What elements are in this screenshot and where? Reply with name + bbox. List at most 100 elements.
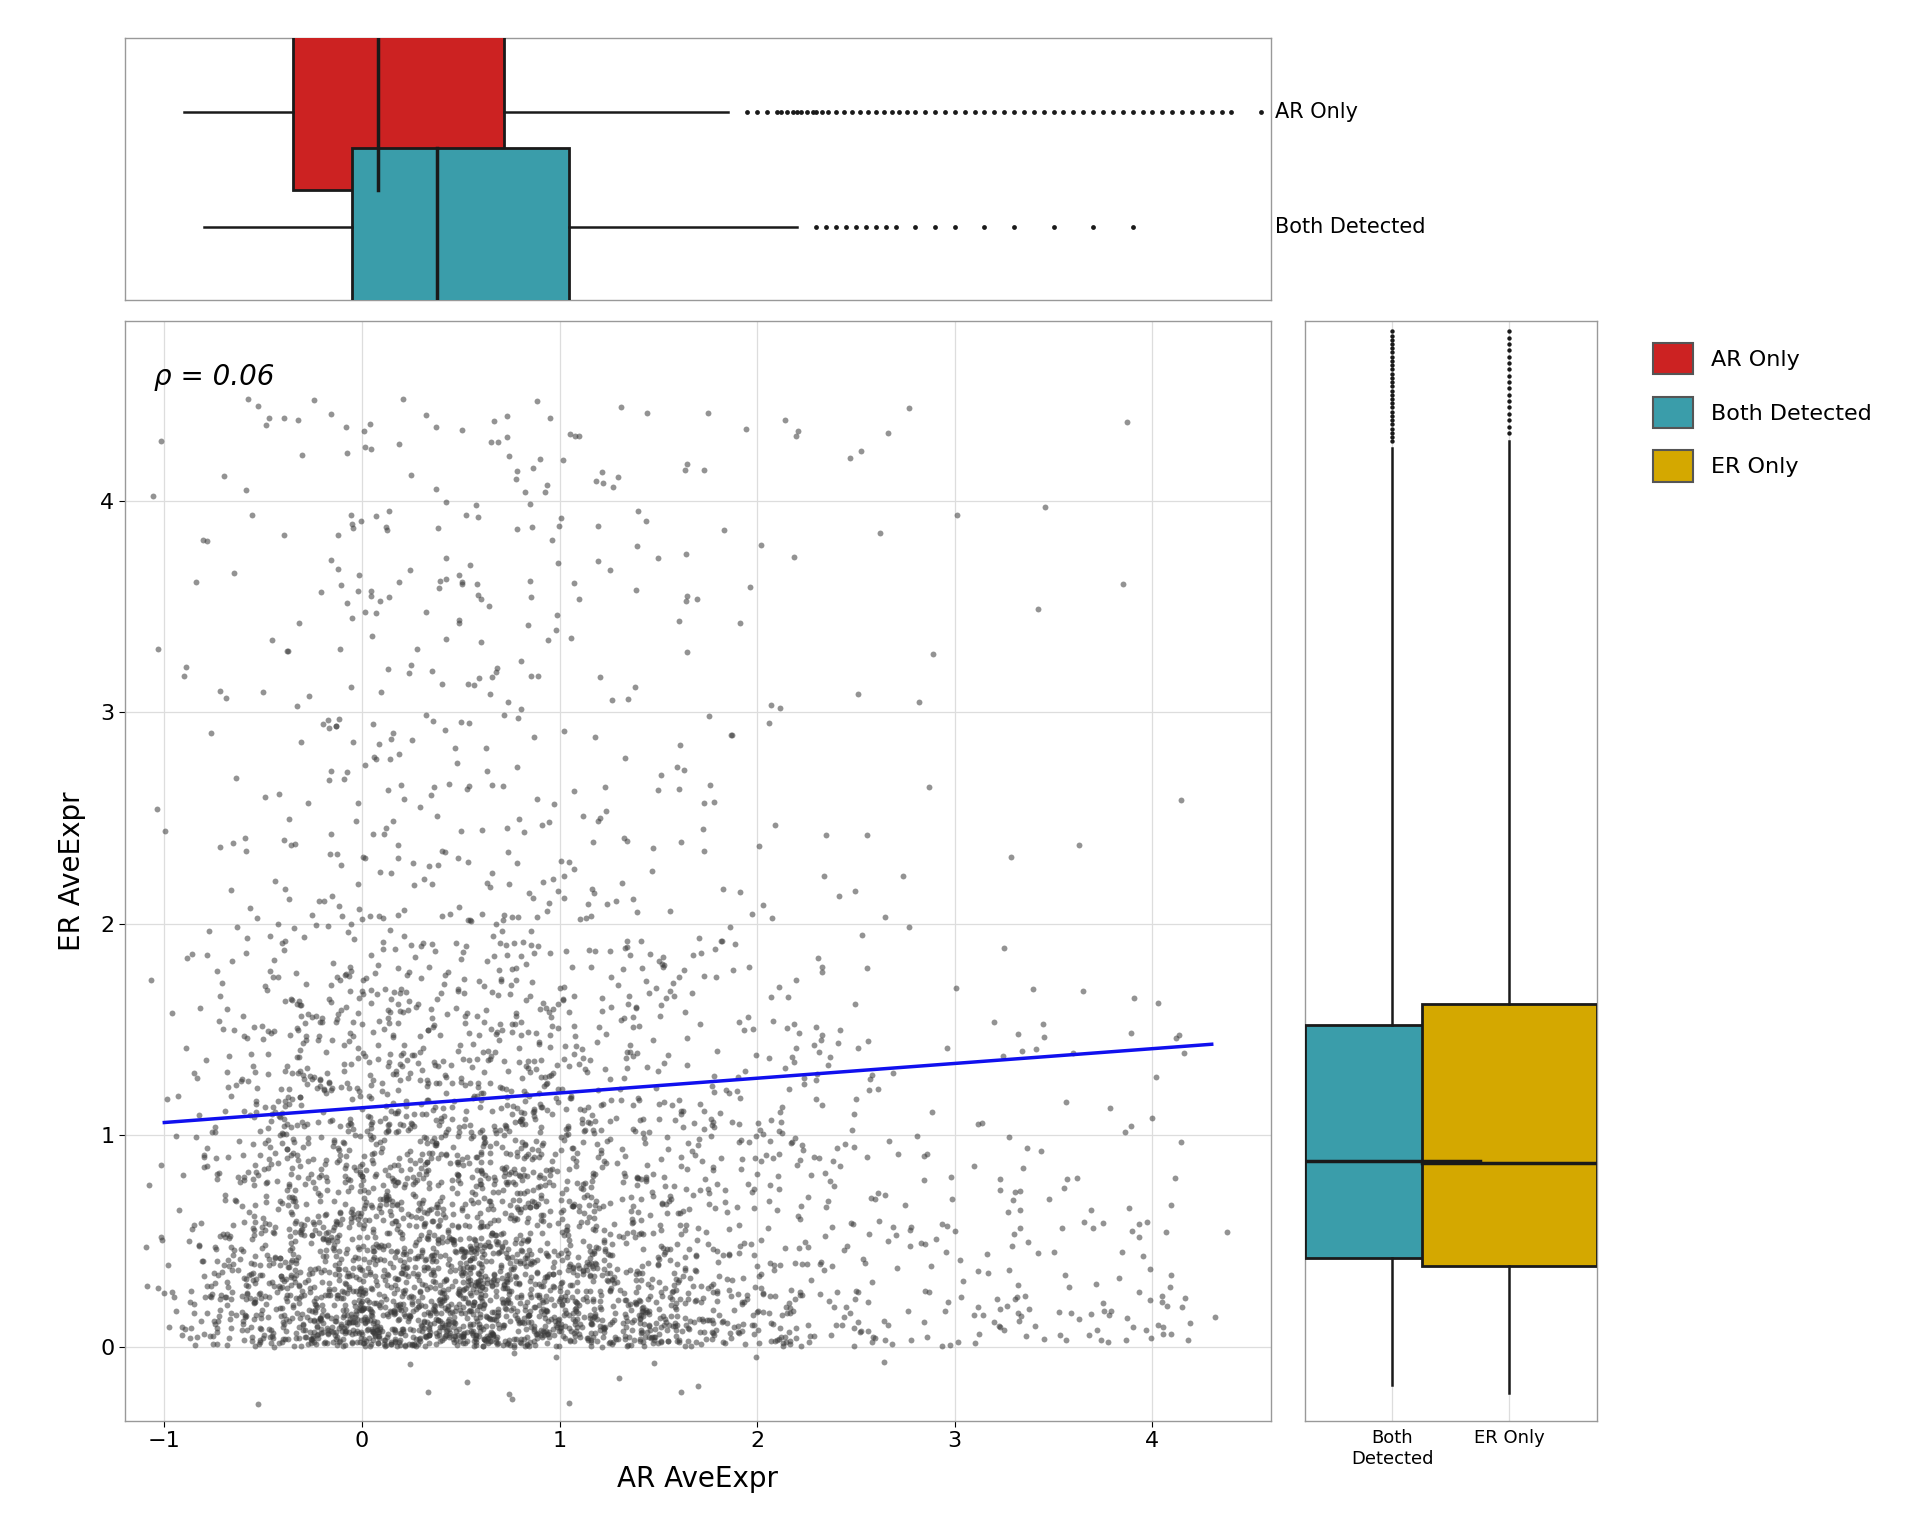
Point (303, 1309, 334, 1333)
Point (726, 1147, 756, 1172)
Point (444, 1120, 474, 1144)
Point (589, 774, 620, 799)
Point (497, 1101, 528, 1126)
Point (492, 1114, 522, 1138)
Point (440, 1312, 470, 1336)
Point (440, 736, 470, 760)
Point (472, 1038, 503, 1063)
Point (146, 429, 177, 453)
Point (1150, 1220, 1181, 1244)
Point (215, 1083, 246, 1107)
Point (378, 808, 409, 833)
Point (1117, 100, 1148, 124)
Point (394, 558, 424, 582)
Point (309, 1077, 340, 1101)
Point (578, 1103, 609, 1127)
Point (394, 1140, 424, 1164)
Point (597, 688, 628, 713)
Point (666, 829, 697, 854)
Point (486, 1135, 516, 1160)
Point (626, 1318, 657, 1342)
Point (467, 1160, 497, 1184)
Point (637, 836, 668, 860)
Point (849, 1252, 879, 1276)
Bar (292, 34, 505, 190)
Point (979, 100, 1010, 124)
Point (252, 1306, 282, 1330)
Point (1494, 421, 1524, 445)
Point (419, 1275, 449, 1299)
Point (261, 1296, 292, 1321)
Point (505, 697, 536, 722)
Point (655, 1313, 685, 1338)
Point (814, 1169, 845, 1193)
Point (192, 1273, 223, 1298)
Point (472, 1326, 503, 1350)
Point (589, 1236, 620, 1261)
Point (461, 1174, 492, 1198)
Point (758, 1258, 789, 1283)
Point (730, 1332, 760, 1356)
Point (461, 1144, 492, 1169)
Point (336, 1206, 367, 1230)
Point (620, 1292, 651, 1316)
Point (1008, 1038, 1039, 1063)
Point (394, 1284, 424, 1309)
Point (313, 1279, 344, 1304)
Point (528, 813, 559, 837)
Point (396, 1060, 426, 1084)
Point (457, 1164, 488, 1189)
Point (315, 1283, 346, 1307)
Point (353, 1316, 384, 1341)
Point (244, 1281, 275, 1306)
Point (543, 1015, 574, 1040)
Point (532, 1189, 563, 1213)
Point (384, 1068, 415, 1092)
Point (294, 1261, 324, 1286)
Point (983, 1313, 1014, 1338)
Point (1284, 100, 1315, 124)
Point (914, 774, 945, 799)
Point (372, 1326, 403, 1350)
Point (493, 872, 524, 897)
Point (344, 1123, 374, 1147)
Point (461, 1003, 492, 1028)
Point (288, 1135, 319, 1160)
Point (470, 1129, 501, 1154)
Point (511, 1332, 541, 1356)
Point (430, 717, 461, 742)
Point (993, 1258, 1023, 1283)
Point (693, 401, 724, 425)
Point (405, 794, 436, 819)
Point (509, 820, 540, 845)
Point (480, 1130, 511, 1155)
Point (507, 1157, 538, 1181)
Point (405, 1092, 436, 1117)
Point (179, 1301, 209, 1326)
Point (680, 1310, 710, 1335)
Point (269, 406, 300, 430)
Point (570, 1057, 601, 1081)
Point (486, 1287, 516, 1312)
Point (559, 1324, 589, 1349)
Point (467, 1275, 497, 1299)
Point (607, 1137, 637, 1161)
Point (1377, 332, 1407, 356)
Point (492, 1267, 522, 1292)
Point (553, 1114, 584, 1138)
Point (179, 1061, 209, 1086)
Point (501, 1299, 532, 1324)
Point (666, 1221, 697, 1246)
Point (810, 1161, 841, 1186)
Point (426, 1230, 457, 1255)
Point (474, 1071, 505, 1095)
Point (655, 1184, 685, 1209)
Point (785, 100, 816, 124)
Point (634, 1303, 664, 1327)
Point (463, 1046, 493, 1071)
Point (430, 1143, 461, 1167)
Point (376, 1332, 407, 1356)
Point (465, 1095, 495, 1120)
Point (804, 1040, 835, 1064)
Point (388, 923, 419, 948)
